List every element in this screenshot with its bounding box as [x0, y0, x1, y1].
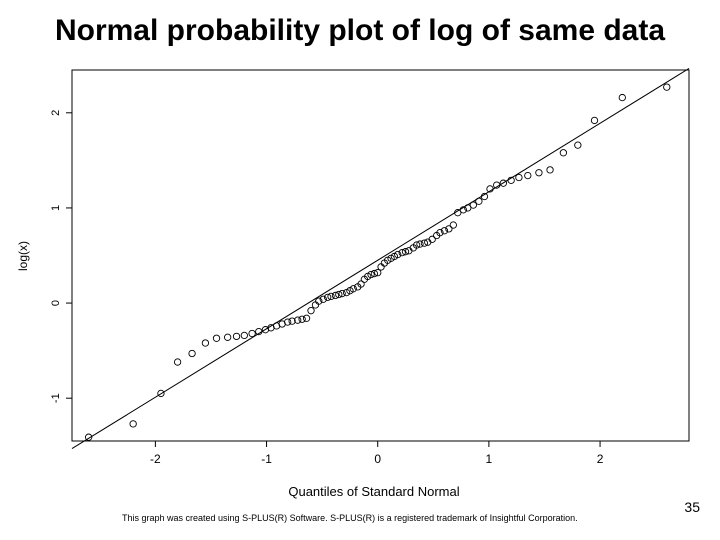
data-point — [302, 314, 311, 322]
data-point — [315, 297, 323, 305]
data-point — [377, 263, 385, 271]
data-point — [223, 333, 232, 341]
data-point — [324, 293, 332, 302]
data-point — [85, 433, 93, 441]
x-tick-label: 2 — [597, 452, 604, 466]
data-point — [331, 291, 340, 300]
x-axis-label: Quantiles of Standard Normal — [288, 484, 460, 499]
data-point — [559, 149, 568, 157]
data-point — [524, 171, 532, 180]
y-tick-label: 2 — [50, 110, 62, 116]
data-point — [499, 179, 507, 187]
y-tick-label: 1 — [50, 205, 62, 211]
data-point — [546, 166, 554, 174]
data-point — [398, 248, 406, 257]
data-point — [394, 250, 402, 259]
data-point — [349, 285, 357, 293]
data-point — [493, 181, 501, 189]
y-tick-label: -1 — [50, 393, 62, 403]
data-point — [449, 221, 457, 229]
data-point — [157, 389, 165, 398]
x-tick-label: 1 — [486, 452, 493, 466]
data-point — [248, 329, 256, 338]
data-point — [480, 192, 489, 201]
data-point — [298, 315, 306, 323]
data-point — [486, 185, 494, 193]
x-tick-label: -1 — [261, 452, 272, 466]
data-point — [232, 332, 241, 341]
data-point — [240, 331, 248, 340]
data-point — [311, 301, 320, 309]
data-point — [212, 334, 221, 342]
data-point — [374, 268, 382, 277]
data-point — [416, 240, 424, 248]
data-point — [436, 229, 444, 237]
data-point — [459, 206, 467, 214]
data-point — [618, 93, 626, 102]
data-point — [515, 173, 523, 182]
y-axis-label: log(x) — [16, 241, 30, 271]
data-point — [454, 209, 462, 217]
software-credit: This graph was created using S-PLUS(R) S… — [122, 513, 578, 523]
data-point — [663, 83, 671, 91]
x-axis: -2 -1 0 1 2 — [150, 441, 604, 466]
data-point — [574, 141, 582, 149]
data-point — [420, 239, 429, 247]
data-point — [367, 270, 375, 279]
data-points — [85, 83, 671, 441]
data-point — [288, 317, 296, 325]
data-point — [335, 290, 343, 299]
data-point — [319, 295, 327, 303]
data-point — [445, 225, 453, 233]
data-point — [255, 327, 263, 336]
x-tick-label: -2 — [150, 452, 161, 466]
reference-line — [71, 68, 690, 450]
y-tick-label: 0 — [50, 300, 62, 306]
data-point — [173, 358, 182, 366]
reference-line-group — [71, 68, 690, 450]
data-point — [401, 248, 410, 256]
data-point — [475, 197, 483, 205]
data-point — [284, 318, 292, 326]
data-point — [201, 339, 210, 347]
slide-number: 35 — [684, 499, 700, 515]
plot-frame — [71, 69, 690, 442]
data-point — [590, 116, 599, 125]
data-point — [469, 201, 477, 209]
data-point — [507, 176, 515, 184]
y-axis: -1 0 1 2 — [50, 110, 72, 403]
data-point — [188, 349, 196, 358]
x-tick-label: 0 — [374, 452, 381, 466]
data-point — [370, 269, 379, 278]
data-point — [464, 204, 472, 212]
data-point — [338, 289, 346, 298]
data-point — [440, 227, 449, 235]
data-point — [307, 307, 315, 315]
data-point — [327, 292, 335, 301]
data-point — [129, 420, 137, 428]
data-point — [357, 280, 365, 288]
data-point — [412, 241, 421, 249]
data-point — [535, 169, 543, 177]
data-point — [428, 235, 436, 243]
chart-title: Normal probability plot of log of same d… — [54, 14, 666, 47]
data-point — [294, 316, 302, 324]
